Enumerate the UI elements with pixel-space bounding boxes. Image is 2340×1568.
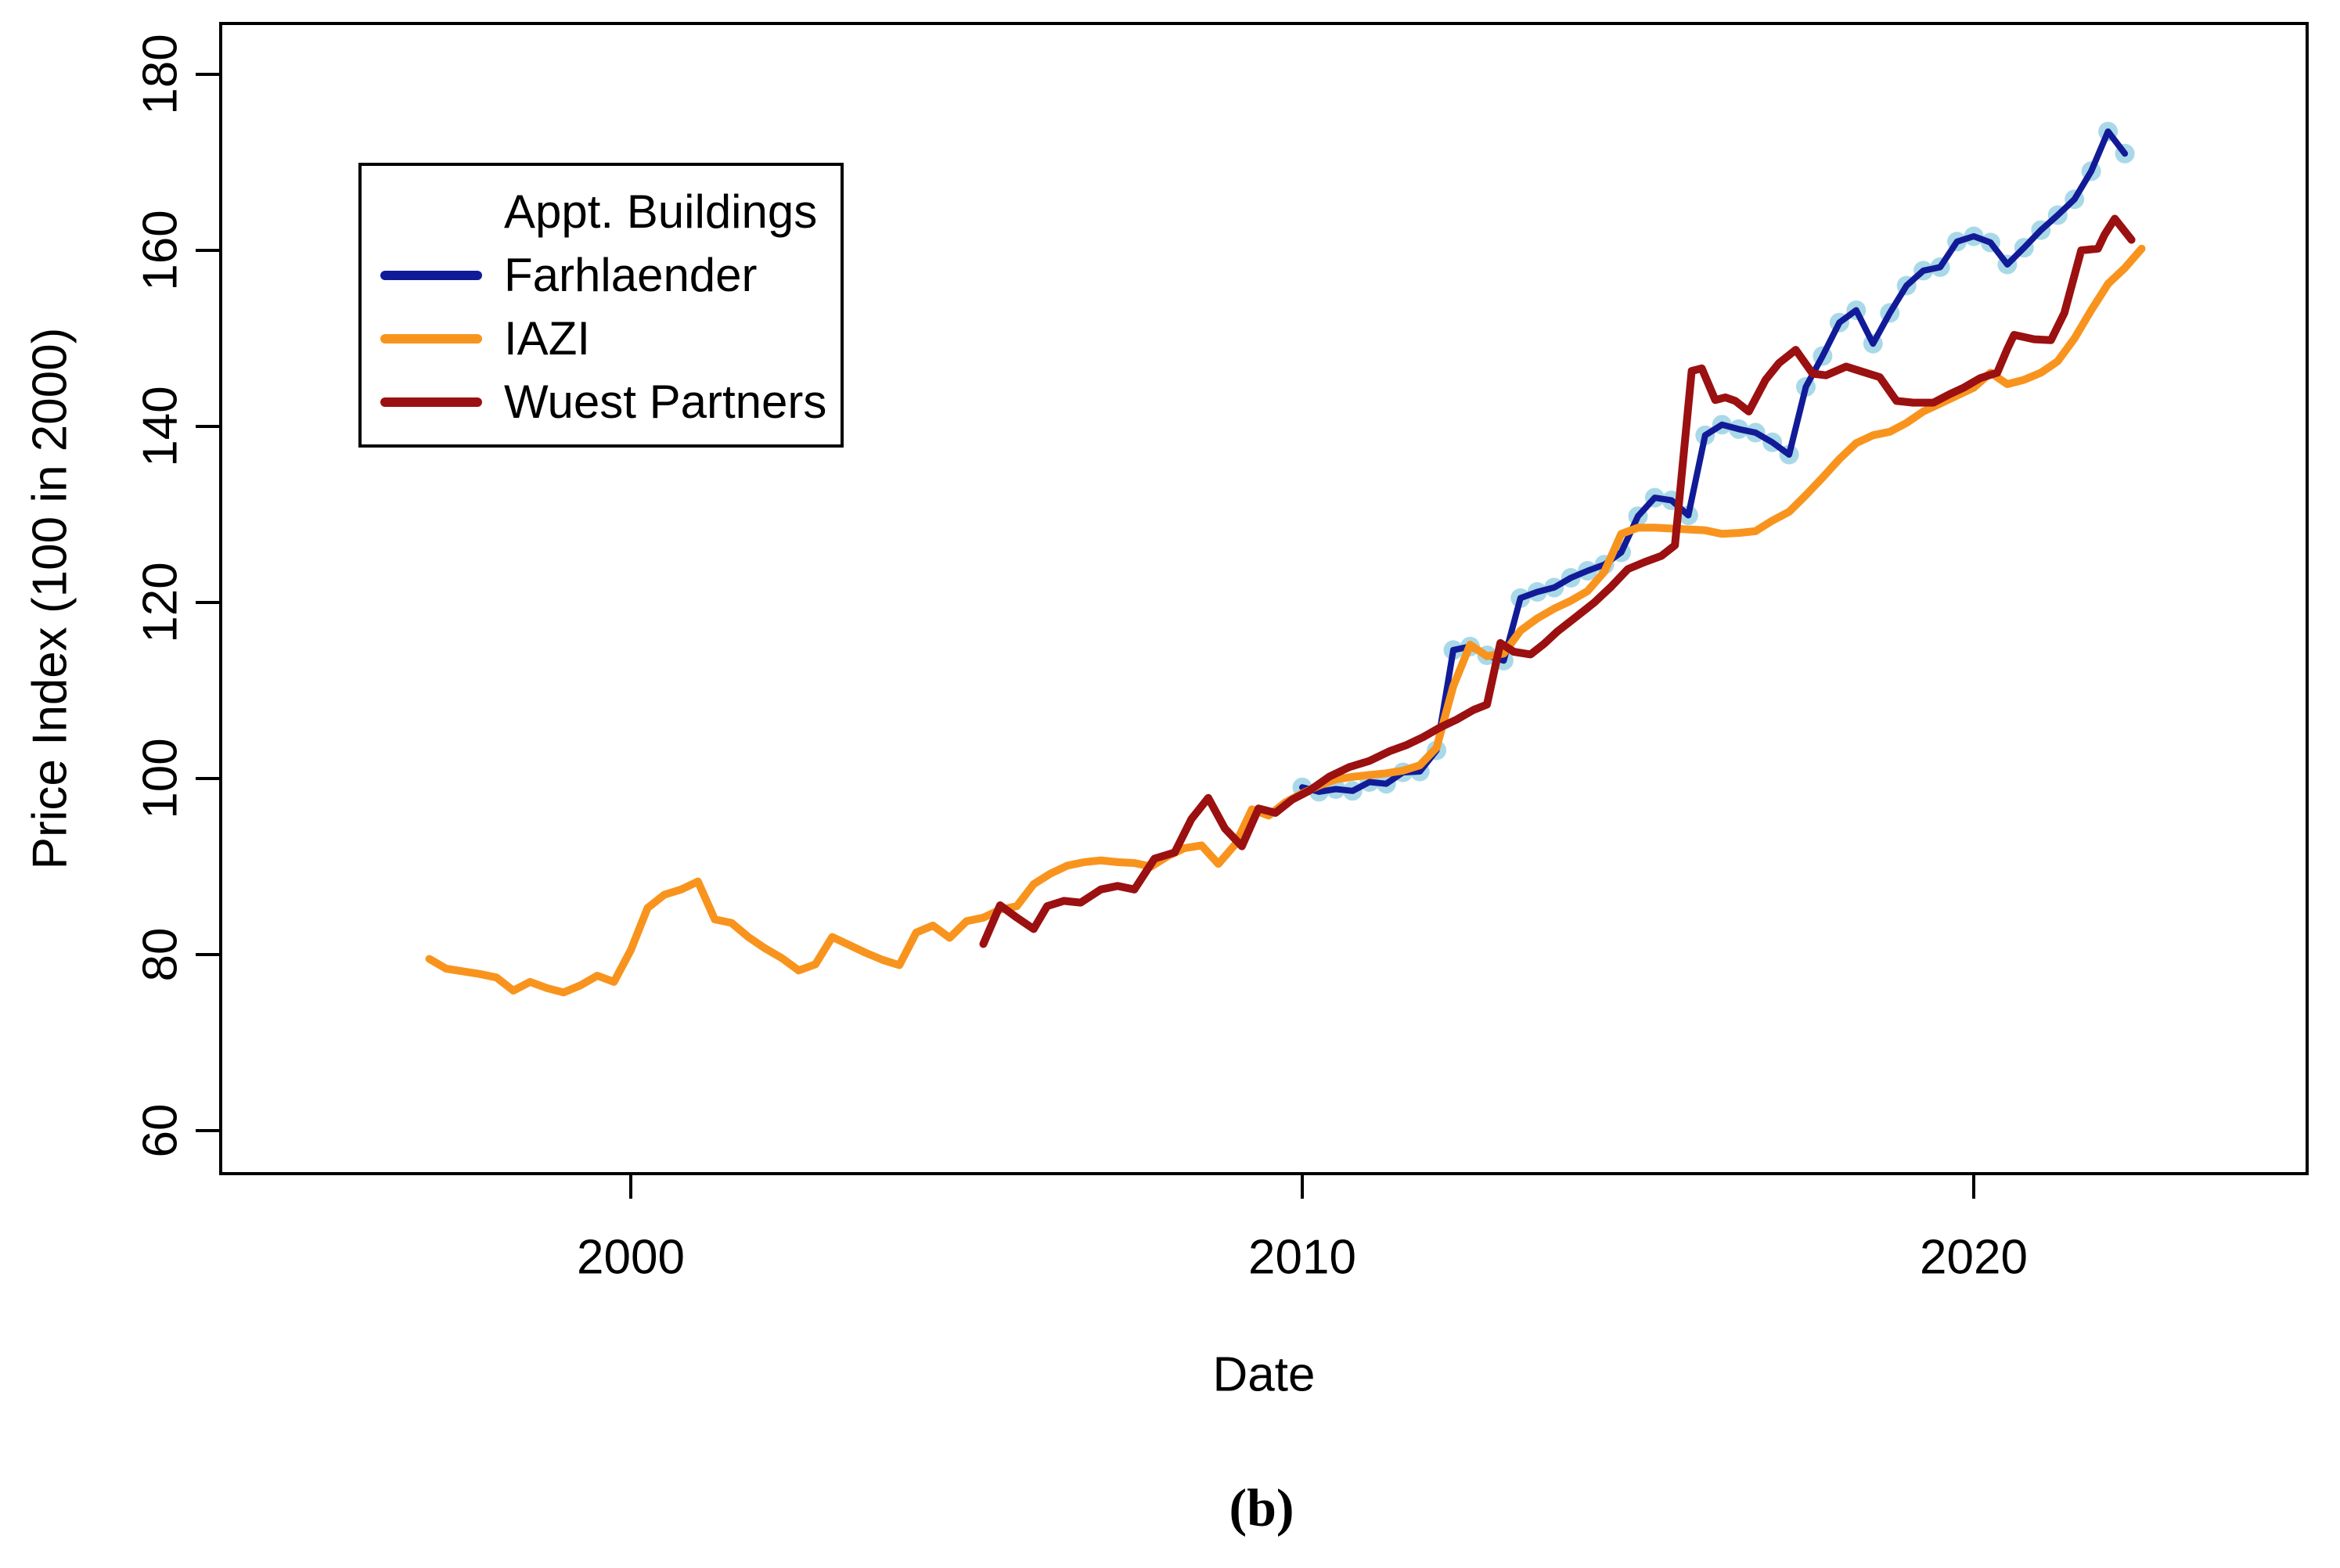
legend-title-row: Appt. Buildings (362, 180, 841, 243)
plot-border (219, 22, 2309, 1175)
x-tick-label-2000: 2000 (577, 1231, 685, 1285)
y-tick-label-120: 120 (134, 562, 188, 642)
figure-caption: (b) (1229, 1477, 1294, 1537)
y-tick-label-180: 180 (134, 34, 188, 114)
legend-row-iazi: IAZI (362, 307, 841, 370)
x-axis-title: Date (1212, 1347, 1316, 1402)
iazi-line-swatch (380, 333, 482, 343)
y-tick-label-80: 80 (134, 928, 188, 982)
y-axis-title: Price Index (100 in 2000) (23, 327, 77, 870)
legend-box: Appt. Buildings Farhlaender IAZI Wuest P… (358, 163, 844, 448)
wuest-partners-line (979, 214, 2136, 948)
legend-label-wuest-partners: Wuest Partners (504, 376, 827, 428)
farhlaender-line (1299, 128, 2129, 795)
y-tick-label-160: 160 (134, 210, 188, 290)
farhlaender-line-swatch (380, 270, 482, 280)
legend-title: Appt. Buildings (504, 185, 818, 238)
x-tick-label-2010: 2010 (1248, 1231, 1356, 1285)
legend-label-iazi: IAZI (504, 312, 591, 365)
y-tick-label-140: 140 (134, 386, 188, 466)
legend-row-wuest-partners: Wuest Partners (362, 370, 841, 433)
legend-label-farhlaender: Farhlaender (504, 249, 758, 301)
wuest-partners-line-swatch (380, 397, 482, 407)
x-tick-label-2020: 2020 (1920, 1231, 2028, 1285)
y-tick-label-100: 100 (134, 738, 188, 818)
legend-row-farhlaender: Farhlaender (362, 243, 841, 307)
y-tick-label-60: 60 (134, 1104, 188, 1158)
